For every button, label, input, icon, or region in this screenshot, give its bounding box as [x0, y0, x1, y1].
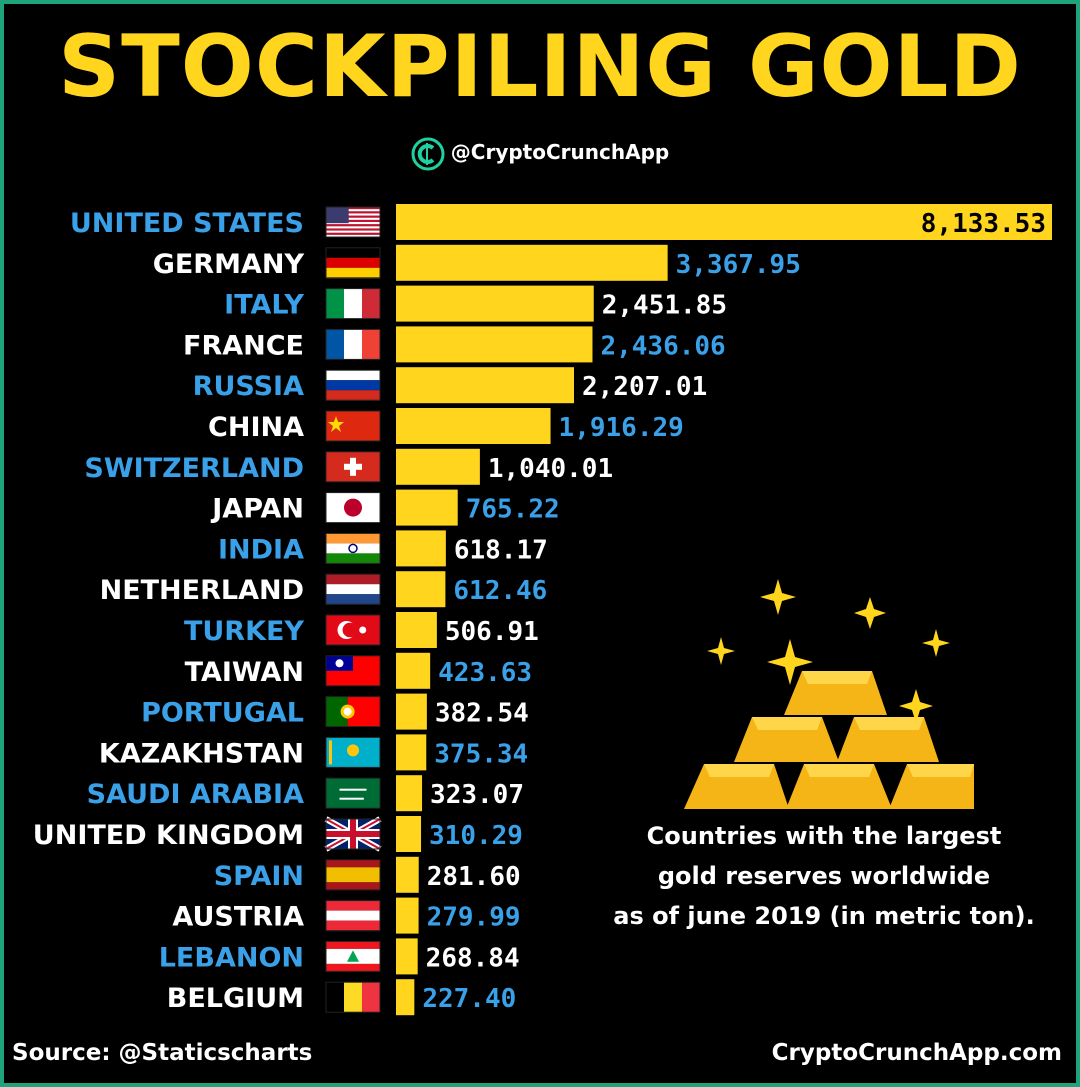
- caption-line: gold reserves worldwide: [657, 862, 991, 890]
- bar: [396, 734, 427, 771]
- value-label: 2,436.06: [600, 331, 725, 361]
- flag-uk-icon: [324, 816, 382, 852]
- flag-austria-icon: [325, 900, 381, 932]
- bar: [396, 938, 418, 975]
- bar: [396, 652, 431, 689]
- flag-switzerland-icon: [325, 451, 381, 483]
- value-label: 618.17: [454, 535, 548, 565]
- country-label: TAIWAN: [185, 657, 304, 688]
- flag-kazakhstan-icon: [325, 736, 381, 768]
- flag-us-icon: [325, 206, 381, 238]
- value-label: 375.34: [434, 739, 528, 769]
- bar: [396, 489, 458, 526]
- country-label: ITALY: [224, 290, 304, 321]
- country-label: GERMANY: [153, 249, 305, 280]
- value-label: 227.40: [422, 984, 516, 1014]
- crypto-coin-icon: [411, 137, 445, 170]
- flag-lebanon-icon: [325, 940, 381, 972]
- bar: [396, 326, 593, 363]
- value-label: 3,367.95: [676, 250, 801, 280]
- value-label: 268.84: [426, 943, 520, 973]
- country-label: TURKEY: [184, 616, 304, 647]
- bar: [396, 204, 1052, 240]
- sparkle-icon: [707, 579, 950, 723]
- bar: [396, 408, 551, 444]
- bar: [396, 897, 419, 934]
- flag-belgium-icon: [325, 981, 381, 1013]
- country-label: FRANCE: [183, 330, 304, 361]
- value-label: 1,040.01: [488, 454, 613, 484]
- country-label: AUSTRIA: [172, 902, 304, 933]
- bar-chart: UNITED STATES 8,133.53 GERMANY 3,367.95 ITAL…: [33, 204, 1052, 1016]
- country-label: PORTUGAL: [141, 698, 304, 729]
- flag-saudi-arabia-icon: [325, 777, 381, 809]
- value-label: 281.60: [427, 862, 521, 892]
- value-label: 506.91: [445, 617, 539, 647]
- caption-line: as of june 2019 (in metric ton).: [613, 902, 1035, 930]
- value-label: 8,133.53: [921, 209, 1046, 239]
- country-label: RUSSIA: [193, 371, 304, 402]
- value-label: 382.54: [435, 699, 529, 729]
- country-label: SAUDI ARABIA: [87, 779, 305, 810]
- flag-spain-icon: [325, 859, 381, 891]
- flag-japan-icon: [325, 492, 381, 524]
- brand-handle: @CryptoCrunchApp: [4, 132, 1076, 172]
- bar: [396, 285, 594, 322]
- value-label: 2,207.01: [582, 372, 707, 402]
- flag-netherlands-icon: [325, 573, 381, 605]
- country-label: CHINA: [208, 412, 304, 443]
- value-label: 2,451.85: [602, 291, 727, 321]
- gold-bars-icon: [684, 579, 974, 809]
- bar: [396, 775, 423, 812]
- country-label: LEBANON: [159, 942, 304, 973]
- bar: [396, 979, 415, 1016]
- bar: [396, 530, 446, 567]
- flag-india-icon: [325, 532, 381, 564]
- chart-caption: Countries with the largest gold reserves…: [584, 816, 1064, 936]
- bar: [396, 571, 446, 608]
- country-label: UNITED KINGDOM: [33, 820, 304, 851]
- value-label: 423.63: [438, 658, 532, 688]
- country-label: KAZAKHSTAN: [99, 738, 304, 769]
- source-credit: Source: @Staticscharts: [12, 1040, 313, 1066]
- value-label: 310.29: [429, 821, 523, 851]
- flag-taiwan-icon: [325, 655, 381, 687]
- value-label: 1,916.29: [559, 413, 684, 443]
- bar: [396, 448, 480, 485]
- flag-germany-icon: [325, 247, 381, 279]
- bar: [396, 856, 419, 893]
- value-label: 765.22: [466, 495, 560, 525]
- country-label: INDIA: [218, 534, 304, 565]
- flag-turkey-icon: [325, 614, 381, 646]
- country-label: NETHERLAND: [100, 575, 304, 606]
- value-label: 323.07: [430, 780, 524, 810]
- country-label: JAPAN: [210, 494, 304, 525]
- flag-italy-icon: [325, 288, 381, 320]
- country-label: UNITED STATES: [70, 208, 304, 239]
- flag-russia-icon: [325, 369, 381, 401]
- bar: [396, 693, 427, 730]
- flag-france-icon: [325, 328, 381, 360]
- country-label: BELGIUM: [167, 983, 304, 1014]
- value-label: 279.99: [427, 903, 521, 933]
- handle-text: @CryptoCrunchApp: [450, 140, 670, 164]
- page-title: STOCKPILING GOLD: [58, 17, 1022, 117]
- bar: [396, 612, 437, 648]
- bar: [396, 367, 575, 404]
- flag-china-icon: [325, 410, 381, 442]
- country-label: SPAIN: [214, 861, 304, 892]
- bar: [396, 244, 668, 281]
- caption-line: Countries with the largest: [646, 822, 1002, 850]
- country-label: SWITZERLAND: [84, 453, 304, 484]
- site-link[interactable]: CryptoCrunchApp.com: [771, 1040, 1062, 1066]
- value-label: 612.46: [453, 576, 547, 606]
- flag-portugal-icon: [325, 696, 381, 728]
- bar: [396, 816, 422, 852]
